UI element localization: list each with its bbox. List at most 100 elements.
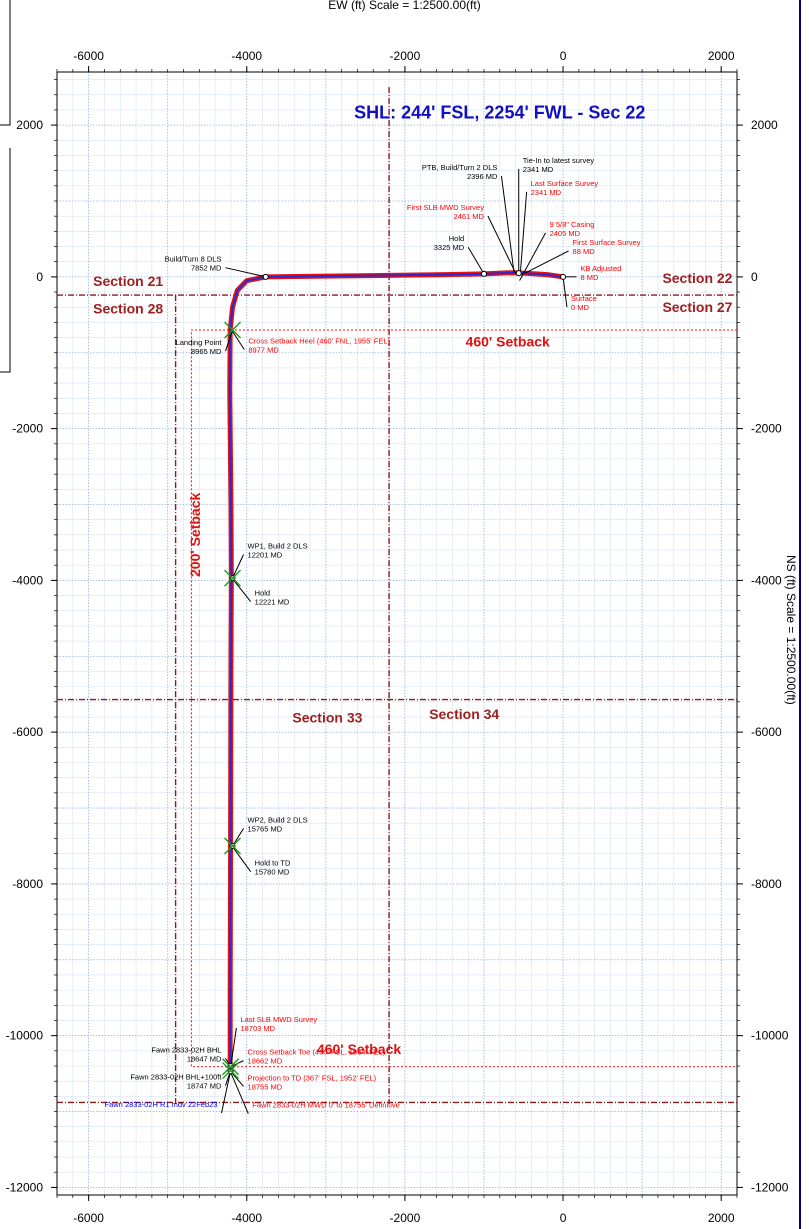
annotation-label: PTB, Build/Turn 2 DLS (422, 163, 498, 172)
section-label: Section 28 (93, 300, 163, 316)
annotation-label: Cross Setback Toe (460' FSL, 1954' FEL) (248, 1048, 386, 1057)
annotation-leader (224, 329, 234, 352)
annotation-leader (524, 250, 569, 274)
plot-frame (56, 71, 738, 1196)
annotation-label: 8 MD (580, 273, 599, 282)
survey-point (262, 273, 269, 280)
annotation-label: 18747 MD (187, 1082, 222, 1091)
annotation-label: First SLB MWD Survey (407, 203, 484, 212)
survey-point (515, 270, 522, 277)
setback-label: 460' Setback (317, 1041, 401, 1057)
annotation-label: Last Surface Survey (531, 179, 599, 188)
waypoint-cross (224, 321, 242, 339)
y-tick-label-left: -10000 (6, 1029, 44, 1043)
annotation-leader (232, 846, 252, 872)
setback-line (190, 329, 737, 1068)
annotation-label: Fawn 2833-02H BHL (151, 1045, 221, 1054)
waypoint-cross (222, 1062, 240, 1080)
setback-label: 200' Setback (187, 493, 203, 577)
annotation-label: First Surface Survey (573, 238, 641, 247)
annotation-label: 15765 MD (248, 824, 283, 833)
annotation-leader (487, 215, 517, 274)
section-label: Section 21 (93, 273, 163, 289)
annotation-label: 15780 MD (255, 868, 290, 877)
annotation-label: WP2, Build 2 DLS (248, 815, 308, 824)
annotation-label: 88 MD (573, 247, 596, 256)
annotation-leader (562, 276, 568, 308)
annotation-leader (230, 1070, 244, 1087)
annotation-label: Cross Setback Heel (460' FNL, 1955' FEL) (248, 337, 390, 346)
y-tick-label-left: -4000 (12, 573, 43, 587)
annotation-label: Hold to TD (255, 859, 291, 868)
annotation-leader (232, 554, 245, 579)
annotation-label: 2405 MD (550, 229, 581, 238)
annotation-label: 2461 MD (454, 212, 485, 221)
x-tick-label-top: -6000 (73, 49, 104, 63)
y-tick-label-left: -8000 (12, 877, 43, 891)
annotation-label: 0 MD (571, 303, 590, 312)
y-tick-label-right: -4000 (751, 573, 782, 587)
y-tick-label-right: -6000 (751, 725, 782, 739)
y-tick-label-right: -8000 (751, 877, 782, 891)
y-tick-label-left: 2000 (16, 118, 43, 132)
section-label: Section 33 (292, 709, 362, 725)
annotation-label: KB Adjusted (580, 264, 621, 273)
annotation-label: Fawn 2833-02H R1 mdv 22Feb23 (105, 1100, 218, 1109)
annotation-leader (230, 1027, 237, 1068)
annotation-label: 2341 MD (523, 165, 554, 174)
annotation-label: 8965 MD (191, 347, 222, 356)
annotation-label: 18662 MD (248, 1057, 283, 1066)
waypoint-cross (224, 837, 242, 855)
section-label: Section 22 (662, 270, 732, 286)
x-tick-label-top: -4000 (231, 49, 262, 63)
annotation-label: 12221 MD (255, 598, 290, 607)
annotation-label: Hold (255, 589, 270, 598)
annotation-label: 12201 MD (248, 551, 283, 560)
x-tick-label-top: -2000 (390, 49, 421, 63)
annotation-label: Projection to TD (367' FSL, 1952' FEL) (248, 1073, 377, 1082)
annotation-label: WP1, Build 2 DLS (248, 542, 308, 551)
annotation-label: 3325 MD (434, 243, 465, 252)
annotation-label: 9 5/8" Casing (550, 220, 595, 229)
y-tick-label-right: 2000 (751, 118, 778, 132)
annotation-label: Fawn 2833-02H BHL+100ft (130, 1073, 222, 1082)
y-tick-label-left: -6000 (12, 725, 43, 739)
survey-point (560, 273, 567, 280)
x-tick-label-bottom: -6000 (73, 1211, 104, 1225)
well-path-plan (228, 271, 564, 1072)
x-tick-label-top: 2000 (708, 49, 735, 63)
annotation-label: 2341 MD (531, 188, 562, 197)
annotation-leader (232, 578, 252, 602)
waypoint-cross (222, 1058, 240, 1076)
section-label: Section 34 (429, 706, 499, 722)
x-tick-label-bottom: -2000 (390, 1211, 421, 1225)
surface-location-label: SHL: 244' FSL, 2254' FWL - Sec 22 (354, 102, 645, 122)
annotation-label: Build/Turn 8 DLS (165, 255, 222, 264)
annotation-leader (221, 1071, 232, 1114)
x-tick-label-bottom: 2000 (708, 1211, 735, 1225)
x-axis-title: EW (ft) Scale = 1:2500.00(ft) (328, 0, 481, 12)
annotation-leader (225, 267, 266, 278)
annotation-leader (232, 828, 244, 847)
survey-point (480, 270, 487, 277)
annotation-label: 18647 MD (187, 1054, 222, 1063)
y-tick-label-right: -2000 (751, 422, 782, 436)
annotation-label: 7852 MD (191, 264, 222, 273)
plot-background (57, 72, 737, 1195)
plot-area: -6000 -6000 -4000 -4000 -2000 -2000 0 0 2000 2000… (6, 49, 789, 1225)
x-tick-label-bottom: 0 (560, 1211, 567, 1225)
y-tick-label-right: -12000 (751, 1180, 789, 1194)
y-tick-label-left: -2000 (12, 422, 43, 436)
annotation-label: Surface (571, 294, 597, 303)
annotation-label: 8977 MD (248, 346, 279, 355)
annotation-label: Hold (449, 234, 464, 243)
annotation-label: 18755 MD (248, 1082, 283, 1091)
y-tick-label-right: 0 (751, 270, 758, 284)
annotation-label: Tie-In to latest survey (523, 156, 595, 165)
setback-label: 460' Setback (466, 334, 550, 350)
annotation-label: Last SLB MWD Survey (240, 1015, 317, 1024)
annotation-leader (519, 191, 528, 274)
annotation-label: 2396 MD (467, 172, 498, 181)
